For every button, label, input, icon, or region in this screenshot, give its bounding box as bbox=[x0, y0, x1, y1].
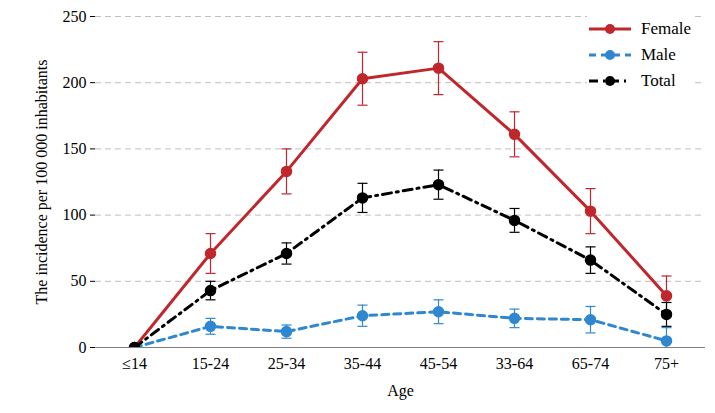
svg-text:45-54: 45-54 bbox=[420, 355, 457, 372]
svg-text:15-24: 15-24 bbox=[192, 355, 229, 372]
svg-text:35-44: 35-44 bbox=[344, 355, 381, 372]
svg-text:250: 250 bbox=[63, 8, 87, 25]
svg-text:75+: 75+ bbox=[654, 355, 679, 372]
svg-text:Age: Age bbox=[387, 382, 414, 400]
svg-text:200: 200 bbox=[63, 74, 87, 91]
svg-text:100: 100 bbox=[63, 206, 87, 223]
svg-text:150: 150 bbox=[63, 140, 87, 157]
svg-text:65-74: 65-74 bbox=[572, 355, 609, 372]
html-text:Total: Total bbox=[641, 71, 676, 90]
svg-text:25-34: 25-34 bbox=[268, 355, 305, 372]
svg-text:33-64: 33-64 bbox=[496, 355, 533, 372]
html-text:Male: Male bbox=[641, 45, 676, 64]
svg-text:50: 50 bbox=[71, 272, 87, 289]
svg-text:The incidence per 100 000 inha: The incidence per 100 000 inhabitants bbox=[33, 60, 51, 305]
svg-text:0: 0 bbox=[79, 339, 87, 356]
html-text:Female: Female bbox=[641, 19, 691, 38]
svg-text:≤14: ≤14 bbox=[122, 355, 147, 372]
